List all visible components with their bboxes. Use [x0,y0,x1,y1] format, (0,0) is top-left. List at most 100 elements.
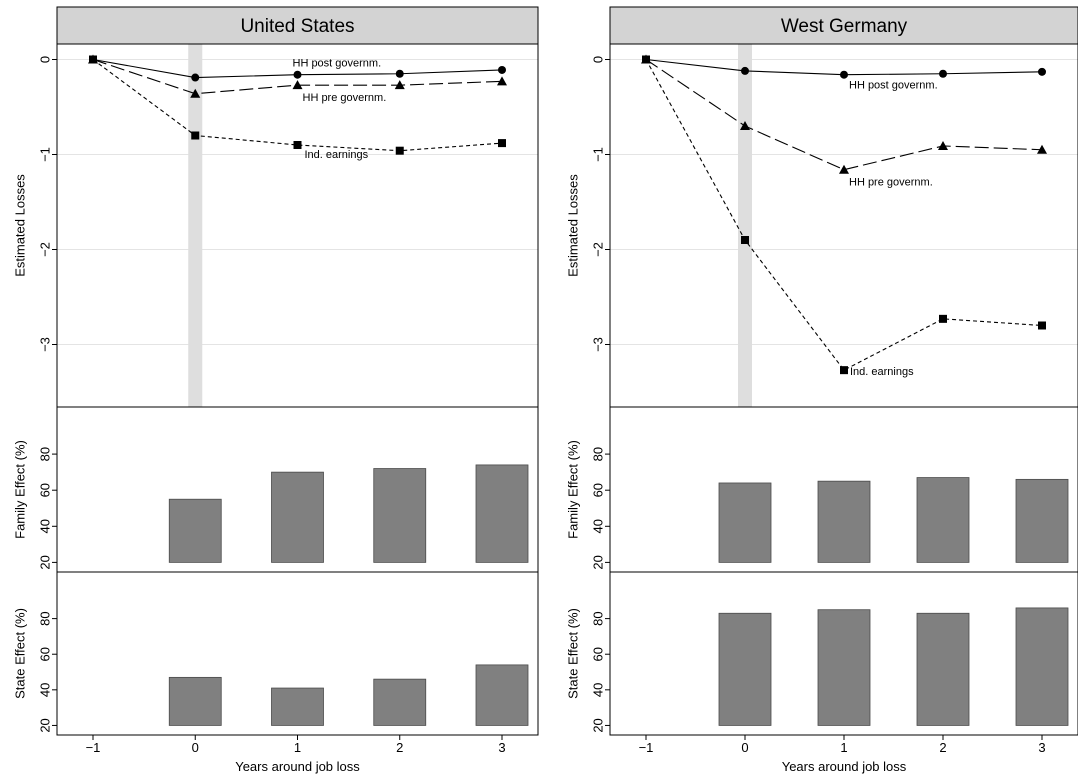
point-hh-pre-governm- [190,88,201,98]
y-tick-label: 60 [591,647,606,661]
y-tick-label: 20 [591,718,606,732]
series-label: Ind. earnings [850,366,914,378]
x-tick-label: 3 [498,740,505,755]
middle-bar [817,480,871,563]
y-axis-title-top: Estimated Losses [566,174,581,277]
point-ind-earnings [293,141,302,149]
series-label: HH post governm. [293,58,382,70]
x-tick-label: −1 [86,740,101,755]
middle-bar [1015,478,1069,563]
series-line-ind-earnings [645,59,1043,371]
panel-0: United States 0 −1 −2 −3 Estimated Losses HH p… [13,6,539,774]
y-tick-label: 60 [591,483,606,497]
point-hh-post-governm- [939,69,947,78]
point-hh-pre-governm- [740,121,750,130]
plot-frame-top [56,43,539,408]
x-tick-label: 2 [396,740,403,755]
point-hh-post-governm- [840,70,848,79]
point-hh-post-governm- [395,69,404,78]
bottom-bar [817,609,871,726]
y-tick-label: 40 [38,519,53,533]
series-label: Ind. earnings [305,149,369,161]
y-axis-title-top: Estimated Losses [13,174,28,277]
point-hh-pre-governm- [394,80,405,90]
middle-bar [475,464,529,563]
point-ind-earnings [840,366,848,375]
bottom-bar [168,676,222,726]
point-hh-pre-governm- [938,140,948,150]
y-tick-label: −3 [38,337,53,352]
x-axis-title: Years around job loss [782,759,907,774]
series-line-hh-pre-governm- [645,59,1043,171]
x-tick-label: 0 [192,740,199,755]
x-tick-label: 2 [939,740,946,755]
series-label: HH pre governm. [849,177,933,189]
y-axis-title-bottom: State Effect (%) [13,608,28,699]
y-tick-label: 80 [38,611,53,625]
middle-bar [168,498,222,563]
y-tick-label: 0 [38,56,53,63]
y-tick-label: 40 [591,519,606,533]
bottom-bar [475,664,529,726]
point-ind-earnings [498,139,506,148]
y-axis-title-middle: Family Effect (%) [13,440,28,539]
y-tick-label: −1 [591,147,606,162]
point-hh-pre-governm- [497,76,507,86]
middle-bar [271,471,324,563]
y-tick-label: 60 [38,647,53,661]
middle-bar [916,477,970,563]
panel-title: West Germany [781,16,908,37]
x-tick-label: −1 [639,740,654,755]
x-axis-title: Years around job loss [235,759,360,774]
panel-title-strip [609,6,1078,45]
point-hh-post-governm- [293,70,302,79]
point-ind-earnings [191,131,200,140]
plot-frame-top [609,43,1078,408]
y-axis-title-middle: Family Effect (%) [566,440,581,539]
series-label: HH post governm. [849,80,938,92]
y-tick-label: −2 [591,242,606,257]
point-hh-pre-governm- [1037,144,1047,154]
y-tick-label: −1 [38,147,53,162]
job-loss-band [738,44,752,407]
bottom-bar [271,687,324,726]
y-tick-label: 60 [38,483,53,497]
y-axis-title-bottom: State Effect (%) [566,608,581,699]
y-tick-label: 20 [38,555,53,569]
x-tick-label: 3 [1038,740,1045,755]
point-ind-earnings [1038,321,1046,330]
point-ind-earnings [89,55,97,64]
point-hh-post-governm- [741,66,749,75]
point-hh-post-governm- [191,73,200,82]
point-hh-post-governm- [1038,67,1046,76]
y-tick-label: 80 [591,611,606,625]
y-tick-label: 20 [38,718,53,732]
panel-title-strip [56,6,539,45]
panel-1: West Germany 0 −1 −2 −3 Estimated Losses HH po… [566,6,1078,774]
bottom-bar [1015,607,1069,726]
y-tick-label: 40 [38,683,53,697]
job-loss-band [188,44,203,407]
middle-bar [718,482,772,563]
x-tick-label: 1 [294,740,301,755]
point-ind-earnings [939,314,947,323]
panel-title: United States [240,16,354,37]
point-hh-pre-governm- [292,80,303,90]
y-tick-label: 20 [591,555,606,569]
point-hh-pre-governm- [839,164,849,174]
middle-bar [373,468,427,563]
y-tick-label: 80 [591,447,606,461]
y-tick-label: −3 [591,337,606,352]
y-tick-label: −2 [38,242,53,257]
y-tick-label: 80 [38,447,53,461]
y-tick-label: 0 [591,56,606,63]
point-hh-post-governm- [498,65,506,74]
bottom-bar [373,678,427,726]
series-label: HH pre governm. [303,92,387,104]
point-ind-earnings [741,236,749,244]
point-ind-earnings [395,146,404,155]
bottom-bar [916,612,970,726]
y-tick-label: 40 [591,683,606,697]
series-line-ind-earnings [92,59,503,152]
